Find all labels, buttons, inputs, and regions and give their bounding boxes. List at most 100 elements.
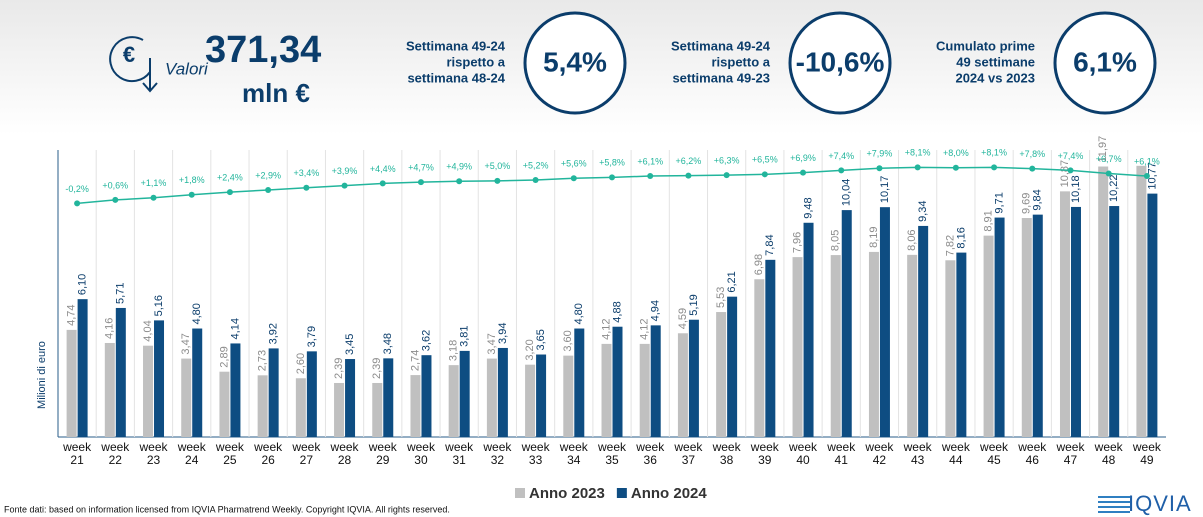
bar-value-label: 3,92 — [268, 323, 280, 344]
legend-swatch — [616, 488, 627, 498]
bar — [574, 328, 585, 437]
trend-value-label: +5,2% — [523, 160, 549, 170]
bar-value-label: 9,48 — [802, 197, 814, 218]
x-tick-label: week 22 — [101, 440, 130, 467]
trend-value-label: +7,8% — [1019, 149, 1045, 159]
bar-value-label: 6,10 — [77, 274, 89, 295]
trend-point — [609, 174, 615, 181]
trend-value-label: +6,5% — [752, 155, 778, 165]
bar-value-label: 4,59 — [677, 308, 689, 329]
trend-value-label: +6,3% — [714, 156, 740, 166]
x-tick-label: week 31 — [445, 440, 474, 467]
trend-point — [1029, 165, 1036, 172]
x-tick-label: week 38 — [712, 440, 741, 467]
bar — [334, 382, 345, 437]
trend-point — [723, 172, 730, 179]
value-caption: Valori — [165, 59, 209, 78]
bar-value-label: 3,60 — [562, 330, 574, 351]
bar — [1098, 166, 1109, 437]
bar — [1059, 191, 1070, 437]
trend-point — [876, 165, 883, 172]
bar — [525, 364, 536, 437]
x-tick-label: week 24 — [177, 440, 206, 467]
total-value: 371,34 — [205, 29, 321, 71]
bar — [868, 251, 879, 437]
euro-icon: € — [109, 36, 158, 93]
bar-value-label: 3,20 — [524, 339, 536, 360]
bar-value-label: 10,77 — [1146, 162, 1158, 190]
bar-value-label: 7,82 — [944, 235, 956, 256]
bar — [918, 225, 929, 437]
kpi-label: 49 settimane — [956, 54, 1035, 69]
plot: 4,74 4,16 4,04 3,47 2,89 2,73 2,60 2,39 2,39 2,74… — [65, 136, 1160, 437]
bar-value-label: 4,16 — [104, 318, 116, 339]
bar-value-label: 10,87 — [1059, 160, 1071, 188]
bar-value-label: 4,12 — [639, 318, 651, 339]
trend-value-label: +5,0% — [484, 161, 510, 171]
trend-value-label: +3,9% — [332, 166, 358, 176]
kpi-label: rispetto a — [446, 54, 505, 69]
x-tick-label: week 25 — [215, 440, 244, 467]
trend-point — [188, 191, 195, 198]
trend-value-label: +1,1% — [141, 178, 167, 188]
trend-value-label: +6,1% — [1134, 156, 1160, 166]
bar-value-label: 4,88 — [611, 301, 623, 322]
trend-value-label: +5,6% — [561, 159, 587, 169]
y-axis-title: Milioni di euro — [36, 341, 48, 409]
x-tick-label: week 35 — [597, 440, 626, 467]
trend-value-label: +6,1% — [637, 156, 663, 166]
trend-point — [226, 189, 233, 196]
trend-value-label: +2,9% — [255, 170, 281, 180]
x-tick-label: week 32 — [483, 440, 512, 467]
trend-point — [914, 164, 921, 171]
bar-value-label: 3,81 — [459, 325, 471, 346]
bar-value-label: 6,21 — [726, 271, 738, 292]
trend-point — [150, 194, 157, 201]
trend-value-label: +4,7% — [408, 163, 434, 173]
trend-value-label: +6,2% — [676, 156, 702, 166]
bar — [1021, 218, 1032, 437]
kpi-circle — [1053, 11, 1157, 115]
kpi-label: Settimana 49-24 — [671, 38, 771, 53]
bar-value-label: 2,39 — [333, 358, 345, 379]
svg-text:€: € — [123, 42, 135, 67]
bar-value-label: 3,79 — [306, 326, 318, 347]
bar — [115, 307, 126, 437]
bar-value-label: 10,22 — [1108, 175, 1120, 203]
bar — [563, 355, 574, 437]
x-tick-label: week 33 — [521, 440, 550, 467]
bar-value-label: 3,62 — [420, 330, 432, 351]
trend-value-label: +2,4% — [217, 172, 243, 182]
trend-point — [952, 164, 959, 171]
bar-value-label: 9,84 — [1032, 189, 1044, 210]
trend-value-label: +6,9% — [790, 153, 816, 163]
bar — [181, 358, 192, 437]
bar — [830, 255, 841, 437]
bar-value-label: 2,74 — [409, 350, 421, 371]
bar — [765, 259, 776, 437]
bar — [230, 343, 241, 437]
bar — [1070, 206, 1081, 437]
bar — [459, 350, 470, 437]
bar — [66, 329, 77, 437]
bar — [104, 342, 115, 437]
x-tick-label: week 21 — [63, 440, 92, 467]
bar — [421, 355, 432, 437]
x-tick-label: week 34 — [559, 440, 588, 467]
bar — [497, 347, 508, 437]
bar-value-label: 6,98 — [753, 254, 765, 275]
bar — [257, 375, 268, 437]
trend-value-label: +7,9% — [867, 149, 893, 159]
x-tick-label: week 48 — [1094, 440, 1123, 467]
trend-value-label: +7,4% — [1058, 151, 1084, 161]
x-tick-label: week 49 — [1132, 440, 1161, 467]
bar — [650, 325, 661, 437]
kpi-label: settimana 49-23 — [672, 70, 770, 85]
total-unit: mln € — [242, 78, 310, 108]
x-tick-label: week 27 — [292, 440, 321, 467]
x-tick-label: week 42 — [865, 440, 894, 467]
bar-value-label: 4,74 — [66, 304, 78, 325]
bar-value-label: 9,71 — [993, 192, 1005, 213]
bar-value-label: 5,19 — [688, 294, 700, 315]
